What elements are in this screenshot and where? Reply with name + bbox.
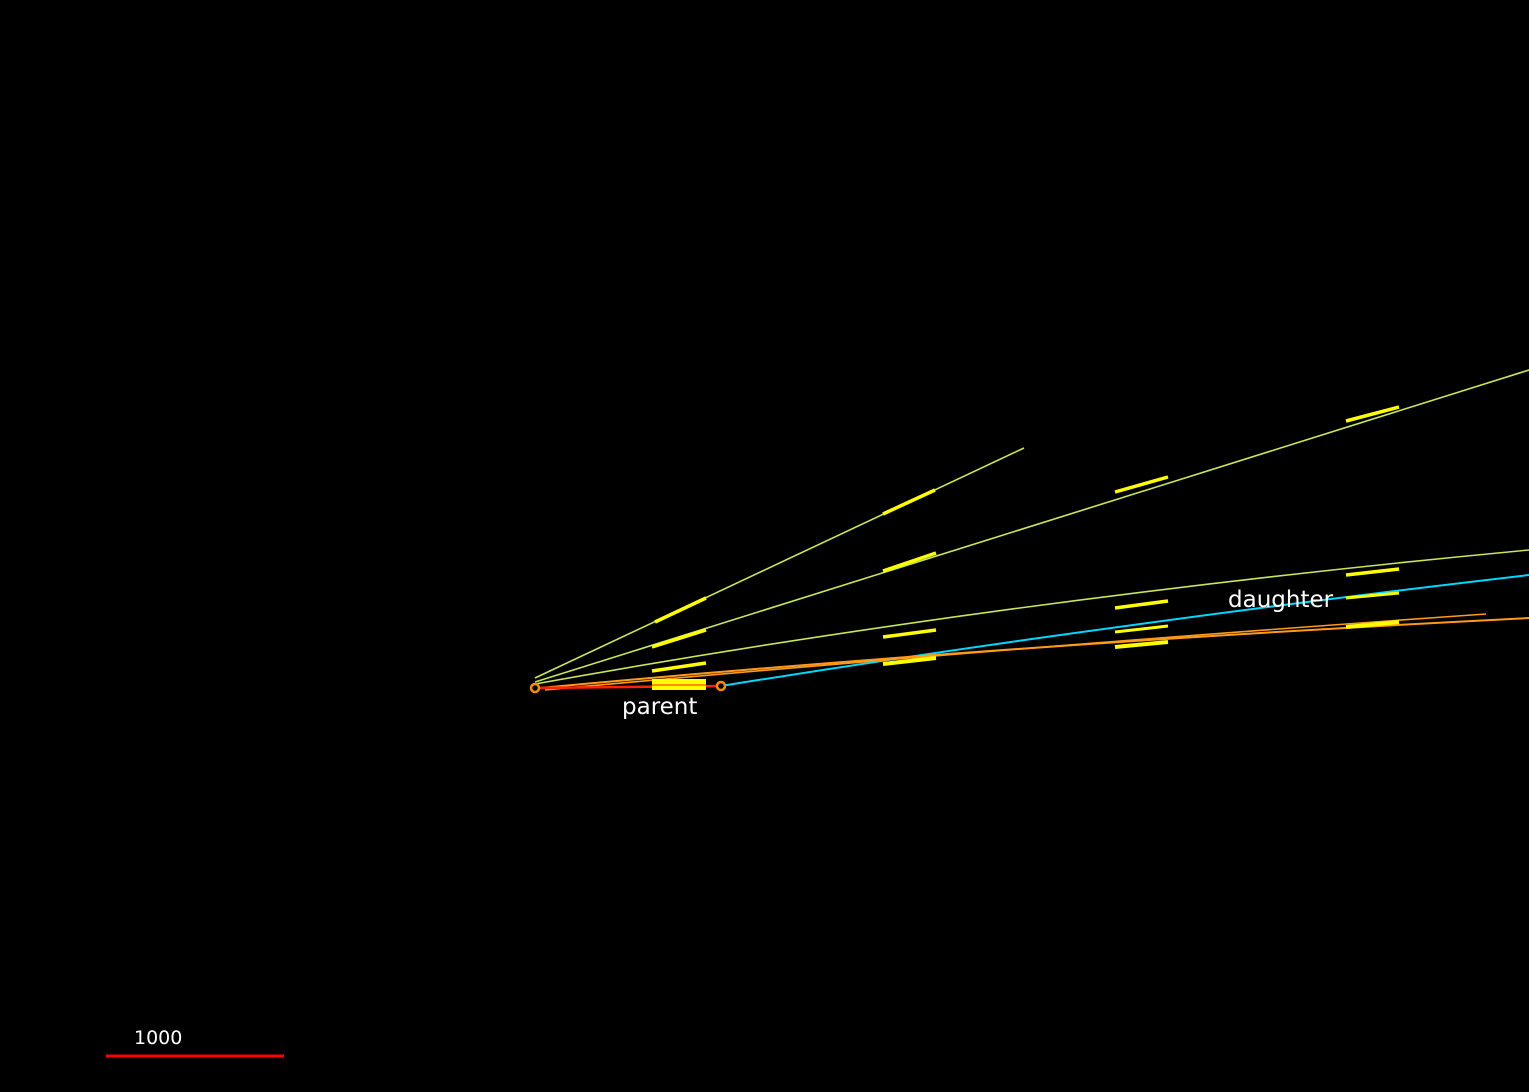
parent-label: parent [622, 694, 697, 720]
track-upper-long [534, 369, 1529, 683]
track-daughter [720, 574, 1529, 687]
scale-bar-label: 1000 [134, 1027, 182, 1049]
primary-vertex [529, 682, 541, 694]
decay-vertex [715, 680, 727, 692]
track-steep [534, 447, 1025, 679]
daughter-label: daughter [1228, 587, 1334, 613]
track-parent [534, 679, 722, 690]
track-orange [539, 613, 1529, 691]
track-middle [534, 549, 1529, 685]
scale-bar: 1000 [106, 1027, 284, 1058]
